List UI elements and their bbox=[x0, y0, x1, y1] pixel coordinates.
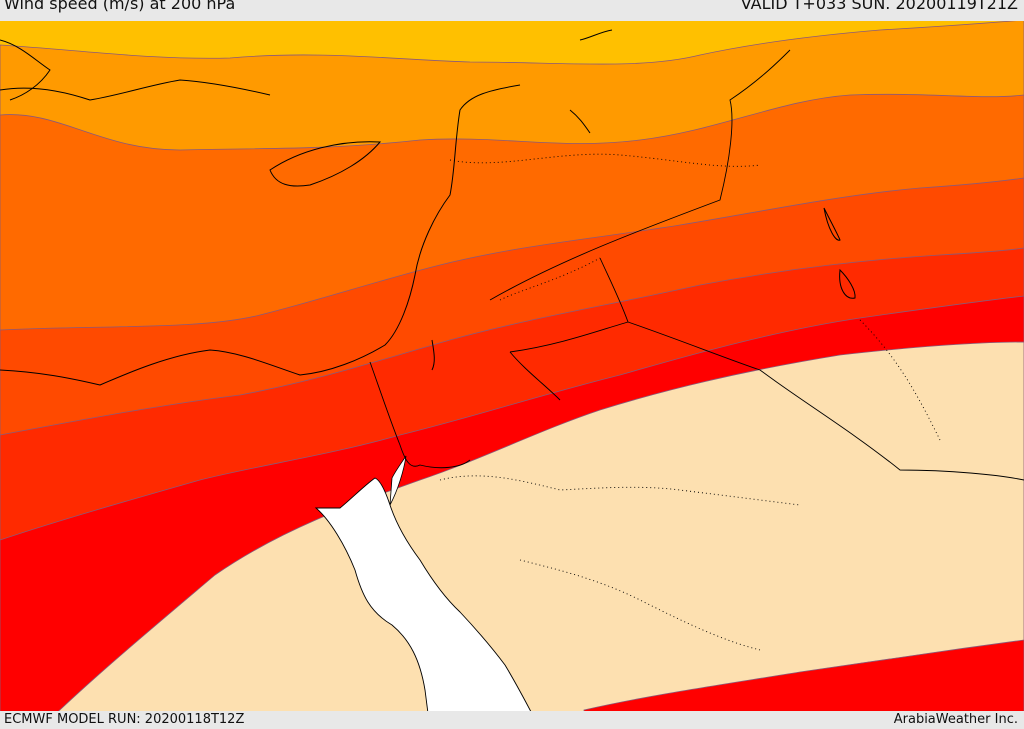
gulf-aqaba bbox=[389, 455, 407, 506]
coastlines bbox=[0, 29, 856, 386]
credit: ArabiaWeather Inc. bbox=[893, 712, 1018, 727]
valid-time: VALID T+033 SUN. 20200119T21Z bbox=[740, 0, 1018, 13]
map-title: Wind speed (m/s) at 200 hPa bbox=[4, 0, 236, 13]
map-header: Wind speed (m/s) at 200 hPa VALID T+033 … bbox=[0, 0, 1024, 21]
model-run: ECMWF MODEL RUN: 20200118T12Z bbox=[4, 712, 245, 727]
borders bbox=[439, 153, 941, 651]
country-lines bbox=[369, 49, 1024, 481]
calm-region bbox=[58, 341, 1024, 711]
red-sea bbox=[314, 477, 532, 711]
wind-speed-map bbox=[0, 21, 1024, 711]
map-footer: ECMWF MODEL RUN: 20200118T12Z ArabiaWeat… bbox=[0, 711, 1024, 729]
